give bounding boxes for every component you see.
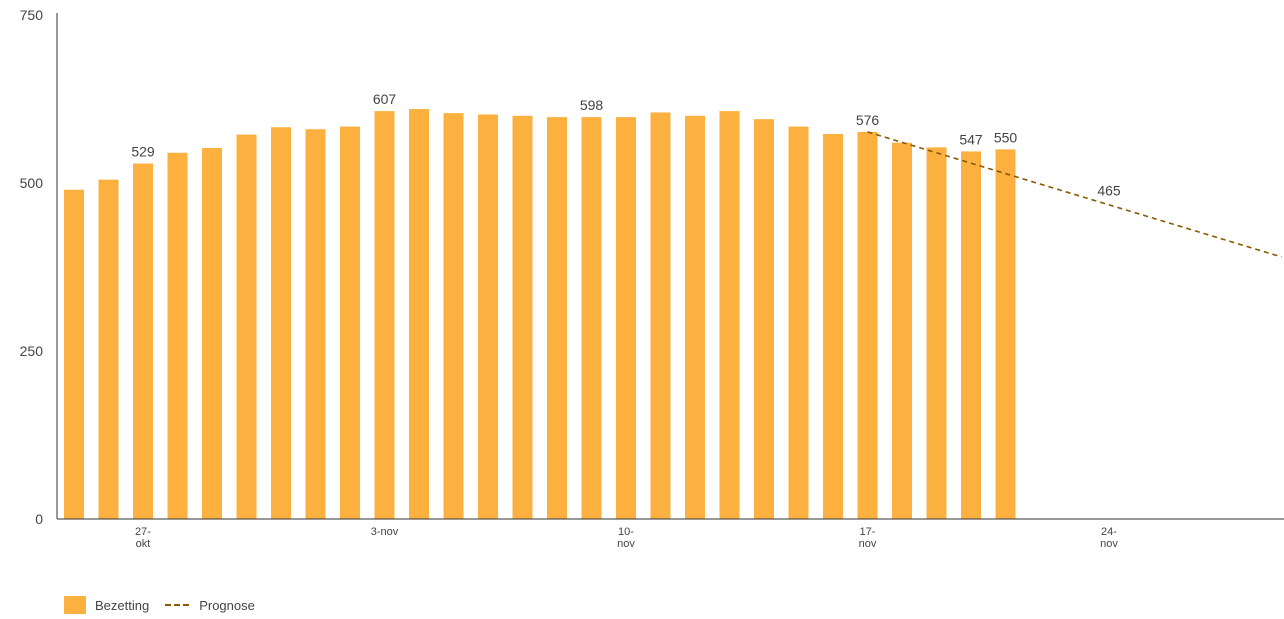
axes (56, 13, 1284, 520)
x-tick-label: 27-okt (135, 526, 151, 550)
x-tick-label: 3-nov (371, 526, 399, 538)
bar (133, 163, 153, 519)
bar-data-label: 547 (959, 131, 983, 147)
bar (581, 117, 602, 520)
bar-series-bezetting (64, 109, 1016, 520)
bar-data-label: 550 (994, 129, 1018, 145)
forecast-data-label: 465 (1097, 183, 1121, 199)
bar (616, 117, 636, 520)
bar (512, 115, 533, 520)
y-tick-label: 750 (20, 7, 44, 23)
bar (443, 113, 464, 519)
forecast-series-prognose: 465 (867, 131, 1282, 258)
x-tick-label: 10-nov (617, 526, 635, 550)
bar (823, 133, 843, 519)
bar (409, 109, 429, 519)
bar-data-labels: 529 607 598 576 547 550 (131, 91, 1017, 159)
bar (98, 179, 119, 519)
bar (995, 149, 1016, 519)
bar (650, 112, 671, 519)
bar (305, 129, 326, 520)
bar-data-label: 576 (856, 112, 880, 128)
bar (719, 111, 740, 519)
bar (857, 131, 878, 520)
bar (64, 189, 84, 519)
x-axis-ticks: 27-okt 3-nov 10-nov 17-nov 24-nov (135, 526, 1118, 550)
bar (340, 126, 360, 519)
bar (374, 111, 395, 519)
bar (961, 151, 981, 519)
bar (236, 134, 257, 519)
bar (892, 142, 912, 519)
bar (271, 127, 291, 519)
y-tick-label: 500 (20, 175, 44, 191)
legend-label-prognose: Prognose (199, 597, 255, 613)
bar (788, 126, 809, 519)
legend-label-bezetting: Bezetting (95, 597, 150, 613)
bar (202, 148, 222, 519)
y-tick-label: 0 (35, 511, 43, 527)
bar (685, 115, 705, 520)
legend-swatch-prognose (165, 604, 190, 606)
x-tick-label: 17-nov (859, 526, 877, 550)
y-axis-ticks: 0 250 500 750 (20, 7, 44, 527)
bar-data-label: 598 (580, 97, 604, 113)
y-tick-label: 250 (20, 343, 44, 359)
x-tick-label: 24-nov (1100, 526, 1118, 550)
legend: Bezetting Prognose (64, 596, 255, 614)
forecast-line (867, 131, 1282, 258)
bar (167, 152, 188, 519)
bar-data-label: 529 (131, 144, 155, 160)
bar (754, 119, 774, 519)
bar-data-label: 607 (373, 91, 397, 107)
bar (926, 147, 947, 519)
bar (478, 114, 498, 520)
bar (547, 117, 567, 520)
legend-swatch-bezetting (64, 596, 86, 614)
